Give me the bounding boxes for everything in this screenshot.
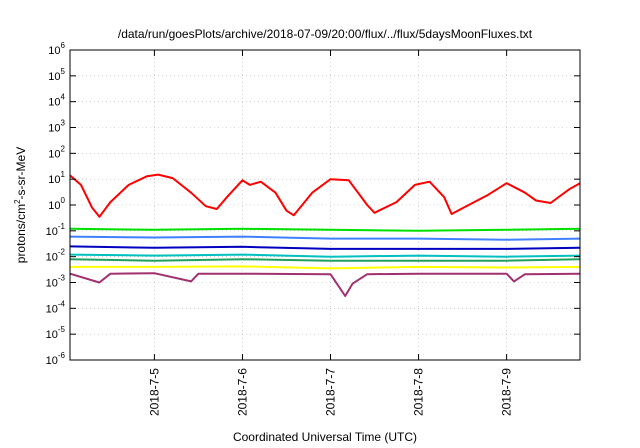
y-tick-exponent: 4 — [61, 93, 66, 102]
x-tick-label: 2018-7-5 — [147, 368, 161, 416]
y-tick-exponent: -1 — [58, 222, 66, 231]
y-tick-base: 10 — [48, 71, 60, 83]
series-line-8 — [69, 272, 581, 297]
y-tick-exponent: 2 — [61, 144, 66, 153]
y-tick-base: 10 — [48, 174, 60, 186]
y-tick-label: 10-2 — [46, 248, 66, 264]
series-line-2 — [69, 227, 581, 232]
y-tick-label: 10-1 — [46, 222, 66, 238]
chart-title: /data/run/goesPlots/archive/2018-07-09/2… — [118, 27, 533, 41]
y-tick-base: 10 — [48, 200, 60, 212]
x-axis: 2018-7-5 2018-7-6 2018-7-7 2018-7-8 2018-7-9 — [147, 50, 514, 416]
series-line-5 — [69, 253, 581, 258]
series-lines — [69, 173, 581, 297]
y-tick-exponent: 0 — [61, 196, 66, 205]
y-tick-base: 10 — [46, 355, 58, 367]
y-tick-label: 100 — [48, 196, 65, 212]
y-tick-base: 10 — [48, 148, 60, 160]
x-tick-label: 2018-7-6 — [235, 368, 249, 416]
y-tick-label: 10-6 — [46, 351, 66, 367]
x-axis-label: Coordinated Universal Time (UTC) — [233, 430, 417, 444]
y-tick-base: 10 — [46, 226, 58, 238]
y-tick-exponent: 5 — [61, 67, 66, 76]
y-tick-base: 10 — [46, 278, 58, 290]
series-line-4 — [69, 245, 581, 250]
series-line-7 — [70, 265, 581, 270]
grid-lines — [70, 50, 580, 360]
y-tick-exponent: -2 — [58, 248, 66, 257]
y-tick-label: 104 — [48, 93, 65, 109]
y-tick-label: 103 — [48, 119, 65, 135]
y-tick-label: 10-3 — [46, 274, 66, 290]
y-tick-label: 10-4 — [46, 299, 66, 315]
y-tick-label: 101 — [48, 170, 65, 186]
y-tick-exponent: -3 — [58, 274, 66, 283]
x-tick-label: 2018-7-9 — [500, 368, 514, 416]
y-tick-exponent: -5 — [58, 325, 66, 334]
y-tick-exponent: -6 — [58, 351, 66, 360]
series-line-1 — [69, 173, 581, 218]
y-tick-exponent: 3 — [61, 119, 66, 128]
y-tick-exponent: 6 — [61, 41, 66, 50]
y-tick-base: 10 — [48, 123, 60, 135]
series-line-3 — [69, 235, 581, 241]
y-axis-label-part2: -s-sr-MeV — [14, 147, 28, 200]
y-axis-label-part1: protons/cm — [14, 204, 28, 263]
x-tick-label: 2018-7-7 — [324, 368, 338, 416]
y-tick-label: 10-5 — [46, 325, 66, 341]
y-tick-exponent: 1 — [61, 170, 66, 179]
y-tick-base: 10 — [46, 329, 58, 341]
y-tick-base: 10 — [48, 45, 60, 57]
y-tick-label: 105 — [48, 67, 65, 83]
x-tick-label: 2018-7-8 — [412, 368, 426, 416]
y-tick-base: 10 — [48, 97, 60, 109]
y-tick-base: 10 — [46, 252, 58, 264]
y-axis-label-superscript: 2 — [13, 199, 22, 204]
y-axis: 10-610-510-410-310-210-11001011021031041… — [46, 41, 580, 367]
y-tick-label: 102 — [48, 144, 65, 160]
series-line-6 — [69, 258, 581, 262]
y-tick-label: 106 — [48, 41, 65, 57]
y-axis-label: protons/cm2-s-sr-MeV — [13, 147, 28, 263]
y-tick-exponent: -4 — [58, 299, 66, 308]
y-tick-base: 10 — [46, 303, 58, 315]
